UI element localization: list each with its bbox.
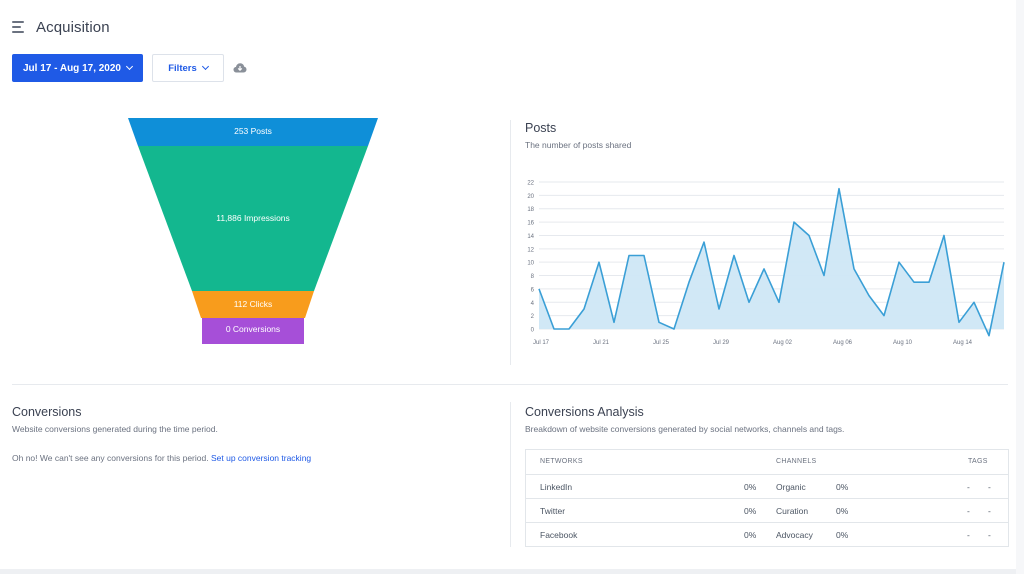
y-tick-label: 16: [527, 221, 534, 227]
page-header: Acquisition: [12, 16, 110, 38]
conversions-analysis-title: Conversions Analysis: [525, 405, 644, 419]
toolbar: Jul 17 - Aug 17, 2020 Filters: [12, 54, 247, 82]
tag-name: -: [967, 530, 970, 540]
chevron-down-icon: [125, 62, 134, 71]
series-line: [538, 187, 1005, 337]
conversions-analysis-table: NETWORKS CHANNELS TAGS LinkedIn 0% Organ…: [525, 449, 1009, 547]
y-tick-label: 18: [527, 207, 534, 213]
tag-name: -: [967, 482, 970, 492]
header-channels: CHANNELS: [776, 458, 817, 465]
table-row: Twitter 0% Curation 0% - -: [526, 498, 1008, 522]
x-tick-label: Aug 06: [833, 340, 853, 346]
table-header-row: NETWORKS CHANNELS TAGS: [526, 450, 1008, 474]
channel-name: Curation: [776, 506, 809, 516]
x-tick-label: Jul 25: [653, 340, 670, 346]
network-percent: 0%: [744, 482, 757, 492]
tag-percent: -: [988, 530, 991, 540]
y-tick-label: 12: [527, 247, 534, 253]
date-range-label: Jul 17 - Aug 17, 2020: [22, 62, 121, 74]
y-tick-label: 0: [531, 328, 535, 334]
x-tick-label: Jul 21: [593, 340, 610, 346]
tag-percent: -: [988, 506, 991, 516]
column-divider: [510, 402, 511, 547]
y-tick-label: 4: [531, 301, 535, 307]
conversions-message-text: Oh no! We can't see any conversions for …: [12, 453, 209, 463]
page-title: Acquisition: [36, 18, 110, 36]
table-row: Facebook 0% Advocacy 0% - -: [526, 522, 1008, 546]
funnel-label-conversions: 0 Conversions: [225, 324, 281, 334]
funnel-label-impressions: 11,886 Impressions: [216, 213, 290, 223]
funnel-stage-conversions: [202, 318, 304, 344]
channel-name: Advocacy: [776, 530, 813, 540]
header-tags: TAGS: [968, 458, 988, 465]
y-tick-label: 22: [527, 181, 534, 187]
area-fill: [539, 188, 1004, 336]
y-tick-label: 10: [527, 261, 534, 267]
network-name: Facebook: [540, 530, 578, 540]
funnel-label-clicks: 112 Clicks: [233, 299, 273, 309]
tag-name: -: [967, 506, 970, 516]
x-tick-label: Aug 14: [953, 340, 973, 346]
cloud-download-icon[interactable]: [233, 62, 247, 74]
y-tick-label: 8: [531, 274, 535, 280]
setup-conversion-tracking-link[interactable]: Set up conversion tracking: [210, 453, 312, 463]
funnel-label-posts: 253 Posts: [234, 126, 272, 136]
scroll-gutter: [1016, 0, 1024, 574]
conversions-empty-message: Oh no! We can't see any conversions for …: [12, 453, 311, 463]
conversions-title: Conversions: [12, 405, 82, 419]
header-networks: NETWORKS: [540, 458, 583, 465]
y-tick-label: 2: [531, 314, 535, 320]
posts-chart-subtitle: The number of posts shared: [525, 140, 632, 150]
funnel-stage-posts: [128, 118, 378, 146]
channel-name: Organic: [776, 482, 806, 492]
x-tick-label: Aug 02: [773, 340, 793, 346]
chevron-down-icon: [201, 62, 209, 71]
conversions-analysis-subtitle: Breakdown of website conversions generat…: [525, 424, 845, 434]
y-tick-label: 20: [527, 194, 534, 200]
date-range-button[interactable]: Jul 17 - Aug 17, 2020: [12, 54, 143, 82]
channel-percent: 0%: [836, 530, 849, 540]
network-percent: 0%: [744, 506, 757, 516]
funnel-stage-clicks: [192, 291, 314, 318]
acquisition-funnel: 253 Posts 11,886 Impressions 112 Clicks …: [128, 118, 378, 344]
network-name: LinkedIn: [540, 482, 573, 492]
x-tick-label: Jul 29: [713, 340, 730, 346]
x-tick-label: Aug 10: [893, 340, 913, 346]
channel-percent: 0%: [836, 482, 849, 492]
filters-button[interactable]: Filters: [152, 54, 224, 82]
filters-label: Filters: [168, 62, 197, 74]
network-percent: 0%: [744, 530, 757, 540]
x-tick-label: Jul 17: [533, 340, 550, 346]
conversions-subtitle: Website conversions generated during the…: [12, 424, 218, 434]
bottom-border: [0, 569, 1024, 574]
network-name: Twitter: [540, 506, 566, 516]
posts-chart-title: Posts: [525, 121, 557, 135]
column-divider: [510, 120, 511, 365]
posts-area-chart: 0 2 4 6 8 10 12 14 16 18 20 22 Jul 17 Jul 21 Jul 25 Jul…: [527, 181, 1005, 346]
channel-percent: 0%: [836, 506, 849, 516]
table-row: LinkedIn 0% Organic 0% - -: [526, 474, 1008, 498]
section-divider: [12, 384, 1008, 385]
hamburger-menu-icon[interactable]: [12, 21, 26, 33]
y-tick-label: 14: [527, 234, 534, 240]
tag-percent: -: [988, 482, 991, 492]
funnel-stage-impressions: [138, 146, 368, 291]
y-tick-label: 6: [531, 287, 535, 293]
